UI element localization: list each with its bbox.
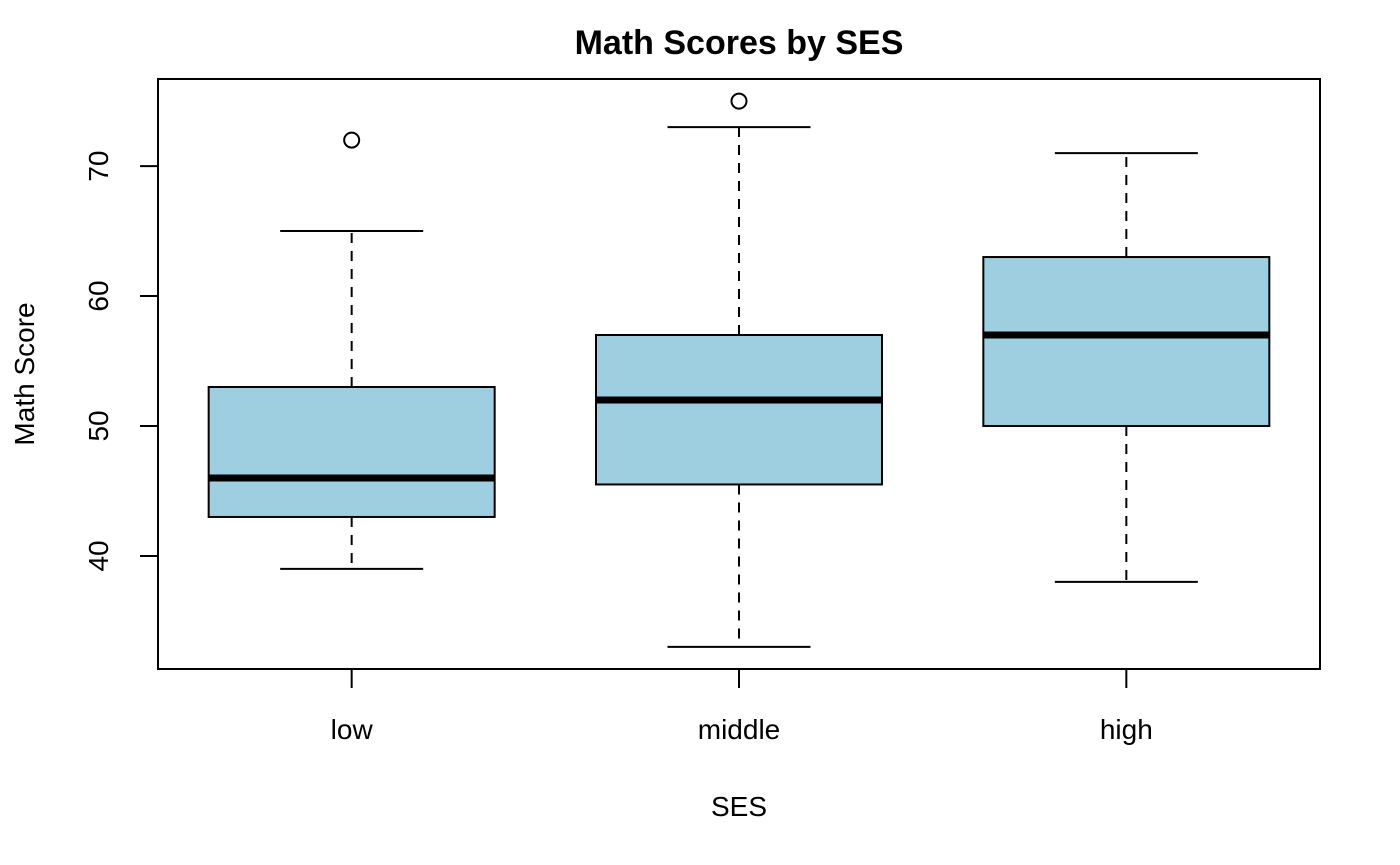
outlier-point xyxy=(343,131,361,149)
iqr-box xyxy=(207,385,496,518)
x-axis-label: SES xyxy=(711,791,767,822)
y-tick-label: 70 xyxy=(83,150,114,181)
chart-title: Math Scores by SES xyxy=(575,24,904,62)
y-axis-label: Math Score xyxy=(9,302,40,445)
x-axis: low middle high xyxy=(331,669,1153,745)
iqr-box xyxy=(595,334,883,486)
y-tick-label: 50 xyxy=(83,410,114,441)
iqr-box xyxy=(982,256,1271,427)
box-high xyxy=(982,152,1271,583)
y-tick-label: 40 xyxy=(83,540,114,571)
y-tick-label: 60 xyxy=(83,280,114,311)
x-tick-label: low xyxy=(331,714,374,745)
boxes-layer xyxy=(207,92,1271,648)
box-low xyxy=(207,131,496,570)
x-tick-label: middle xyxy=(698,714,780,745)
y-axis: 40 50 60 70 xyxy=(83,150,159,572)
box-middle xyxy=(595,92,883,648)
outlier-point xyxy=(730,92,748,110)
x-tick-label: high xyxy=(1100,714,1153,745)
